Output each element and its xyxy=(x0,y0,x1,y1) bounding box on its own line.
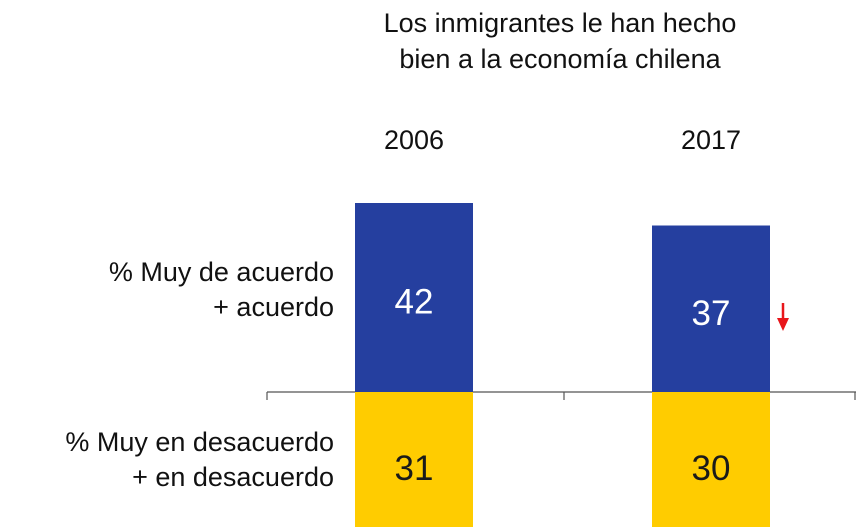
bar-disagree-2017 xyxy=(652,392,770,527)
chart-title-line-2: bien a la economía chilena xyxy=(399,44,721,74)
bar-agree-2006 xyxy=(355,203,473,392)
category-label-2017: 2017 xyxy=(680,125,742,155)
data-label-agree-2006: 42 xyxy=(395,283,434,322)
data-label-agree-2017: 37 xyxy=(692,294,731,333)
series-label-agree-line-1: % Muy de acuerdo xyxy=(108,257,334,287)
decline-arrow-icon xyxy=(777,318,789,331)
series-label-agree: % Muy de acuerdo + acuerdo xyxy=(109,255,334,325)
data-label-disagree-2017: 30 xyxy=(692,449,731,488)
series-label-agree-line-2: + acuerdo xyxy=(213,292,334,322)
bar-agree-2017 xyxy=(652,225,770,392)
series-label-disagree-line-1: % Muy en desacuerdo xyxy=(65,427,334,457)
category-label-2006: 2006 xyxy=(383,125,445,155)
series-label-disagree-line-2: + en desacuerdo xyxy=(132,462,334,492)
bar-disagree-2006 xyxy=(355,392,473,527)
series-label-disagree: % Muy en desacuerdo + en desacuerdo xyxy=(65,425,334,495)
data-label-disagree-2006: 31 xyxy=(395,449,434,488)
chart-title-line-1: Los inmigrantes le han hecho xyxy=(383,8,737,38)
